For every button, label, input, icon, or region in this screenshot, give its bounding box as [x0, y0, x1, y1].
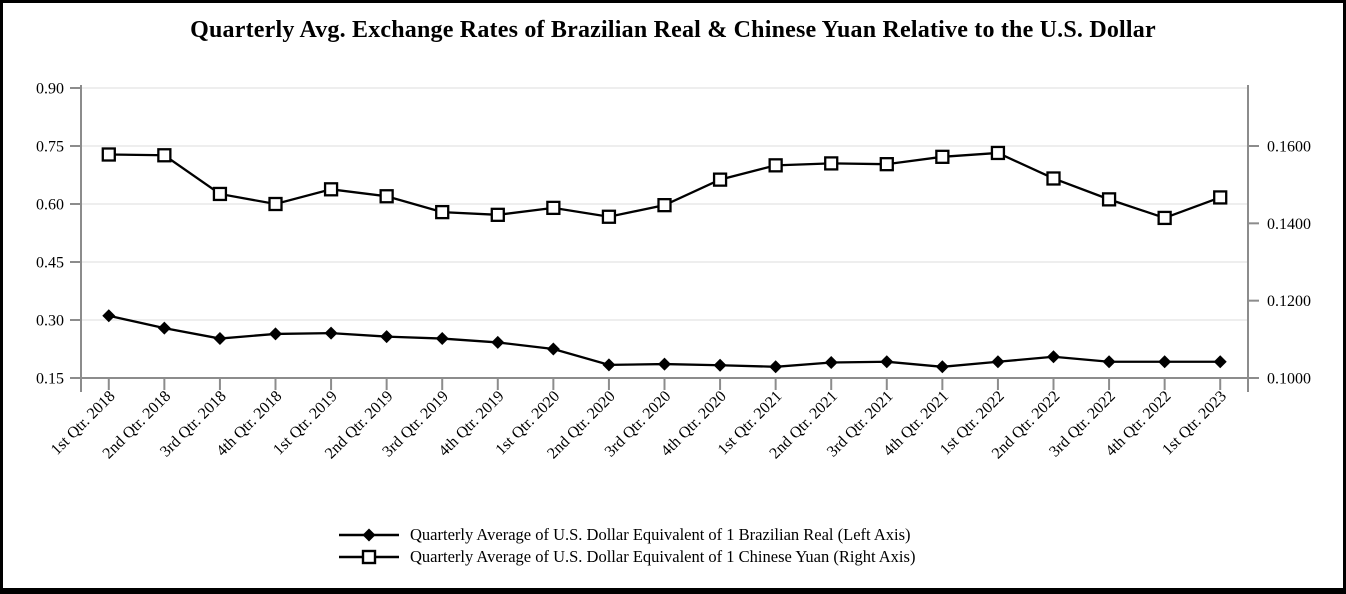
square-marker	[157, 148, 172, 163]
square-marker	[268, 196, 283, 212]
series-brazilian-real	[102, 309, 1227, 374]
diamond-marker-swatch	[339, 528, 399, 541]
square-marker	[323, 182, 339, 197]
diamond-marker	[769, 360, 783, 374]
left-axis-tick-label: 0.60	[36, 197, 64, 214]
square-marker	[379, 189, 394, 204]
diamond-marker	[602, 358, 616, 372]
chart-plot: 0.90 0.75 0.60 0.45 0.30 0.15 0.1600 0.1400 0.12…	[36, 81, 1311, 463]
square-marker	[601, 209, 617, 224]
square-marker	[935, 149, 950, 164]
diamond-marker	[380, 330, 394, 344]
diamond-marker	[102, 309, 116, 323]
left-axis-tick-label: 0.15	[36, 371, 64, 388]
right-axis-tick-label: 0.1400	[1267, 216, 1311, 233]
series-chinese-yuan	[101, 145, 1228, 226]
square-marker	[1046, 171, 1061, 186]
diamond-marker	[824, 356, 838, 370]
diamond-marker	[1213, 355, 1227, 369]
diamond-marker	[491, 335, 505, 349]
diamond-marker	[546, 342, 560, 356]
square-marker-swatch	[339, 549, 399, 564]
left-axis-tick-label: 0.75	[36, 139, 64, 156]
square-marker	[490, 207, 505, 222]
square-marker	[879, 157, 894, 172]
chart-title: Quarterly Avg. Exchange Rates of Brazili…	[190, 17, 1156, 43]
diamond-marker	[435, 332, 449, 346]
square-marker	[1157, 210, 1172, 226]
legend-label-chinese-yuan: Quarterly Average of U.S. Dollar Equival…	[410, 546, 916, 566]
left-axis-tick-label: 0.30	[36, 313, 64, 330]
square-marker	[768, 158, 783, 173]
diamond-marker	[1047, 350, 1060, 364]
left-axis-tick-label: 0.45	[36, 255, 64, 272]
right-axis-tick-label: 0.1000	[1267, 371, 1311, 388]
right-axis-tick-label: 0.1200	[1267, 293, 1311, 310]
square-marker	[1213, 190, 1228, 205]
diamond-marker	[1102, 355, 1116, 369]
right-axis-tick-label: 0.1600	[1267, 139, 1311, 156]
diamond-marker	[269, 327, 282, 341]
diamond-marker	[157, 321, 171, 335]
square-marker	[435, 204, 450, 220]
legend-item-chinese-yuan: Quarterly Average of U.S. Dollar Equival…	[339, 546, 915, 567]
diamond-marker	[935, 360, 949, 374]
square-marker	[990, 145, 1006, 161]
diamond-marker	[880, 355, 894, 369]
diamond-marker	[1158, 355, 1172, 369]
square-marker	[546, 200, 561, 216]
diamond-marker	[713, 358, 727, 372]
legend-label-brazilian-real: Quarterly Average of U.S. Dollar Equival…	[410, 524, 911, 544]
legend: Quarterly Average of U.S. Dollar Equival…	[339, 524, 915, 567]
square-marker	[1101, 192, 1117, 207]
legend-item-brazilian-real: Quarterly Average of U.S. Dollar Equival…	[339, 524, 915, 545]
square-marker	[657, 198, 672, 213]
diamond-marker	[324, 326, 338, 340]
square-marker	[212, 186, 228, 202]
axes: 0.90 0.75 0.60 0.45 0.30 0.15 0.1600 0.1400 0.12…	[36, 81, 1311, 463]
diamond-marker	[991, 355, 1005, 369]
left-axis-tick-label: 0.90	[36, 81, 64, 98]
diamond-marker	[658, 357, 671, 371]
square-marker	[101, 147, 116, 162]
diamond-marker	[213, 332, 227, 346]
square-marker	[824, 156, 839, 171]
square-marker	[712, 172, 728, 187]
